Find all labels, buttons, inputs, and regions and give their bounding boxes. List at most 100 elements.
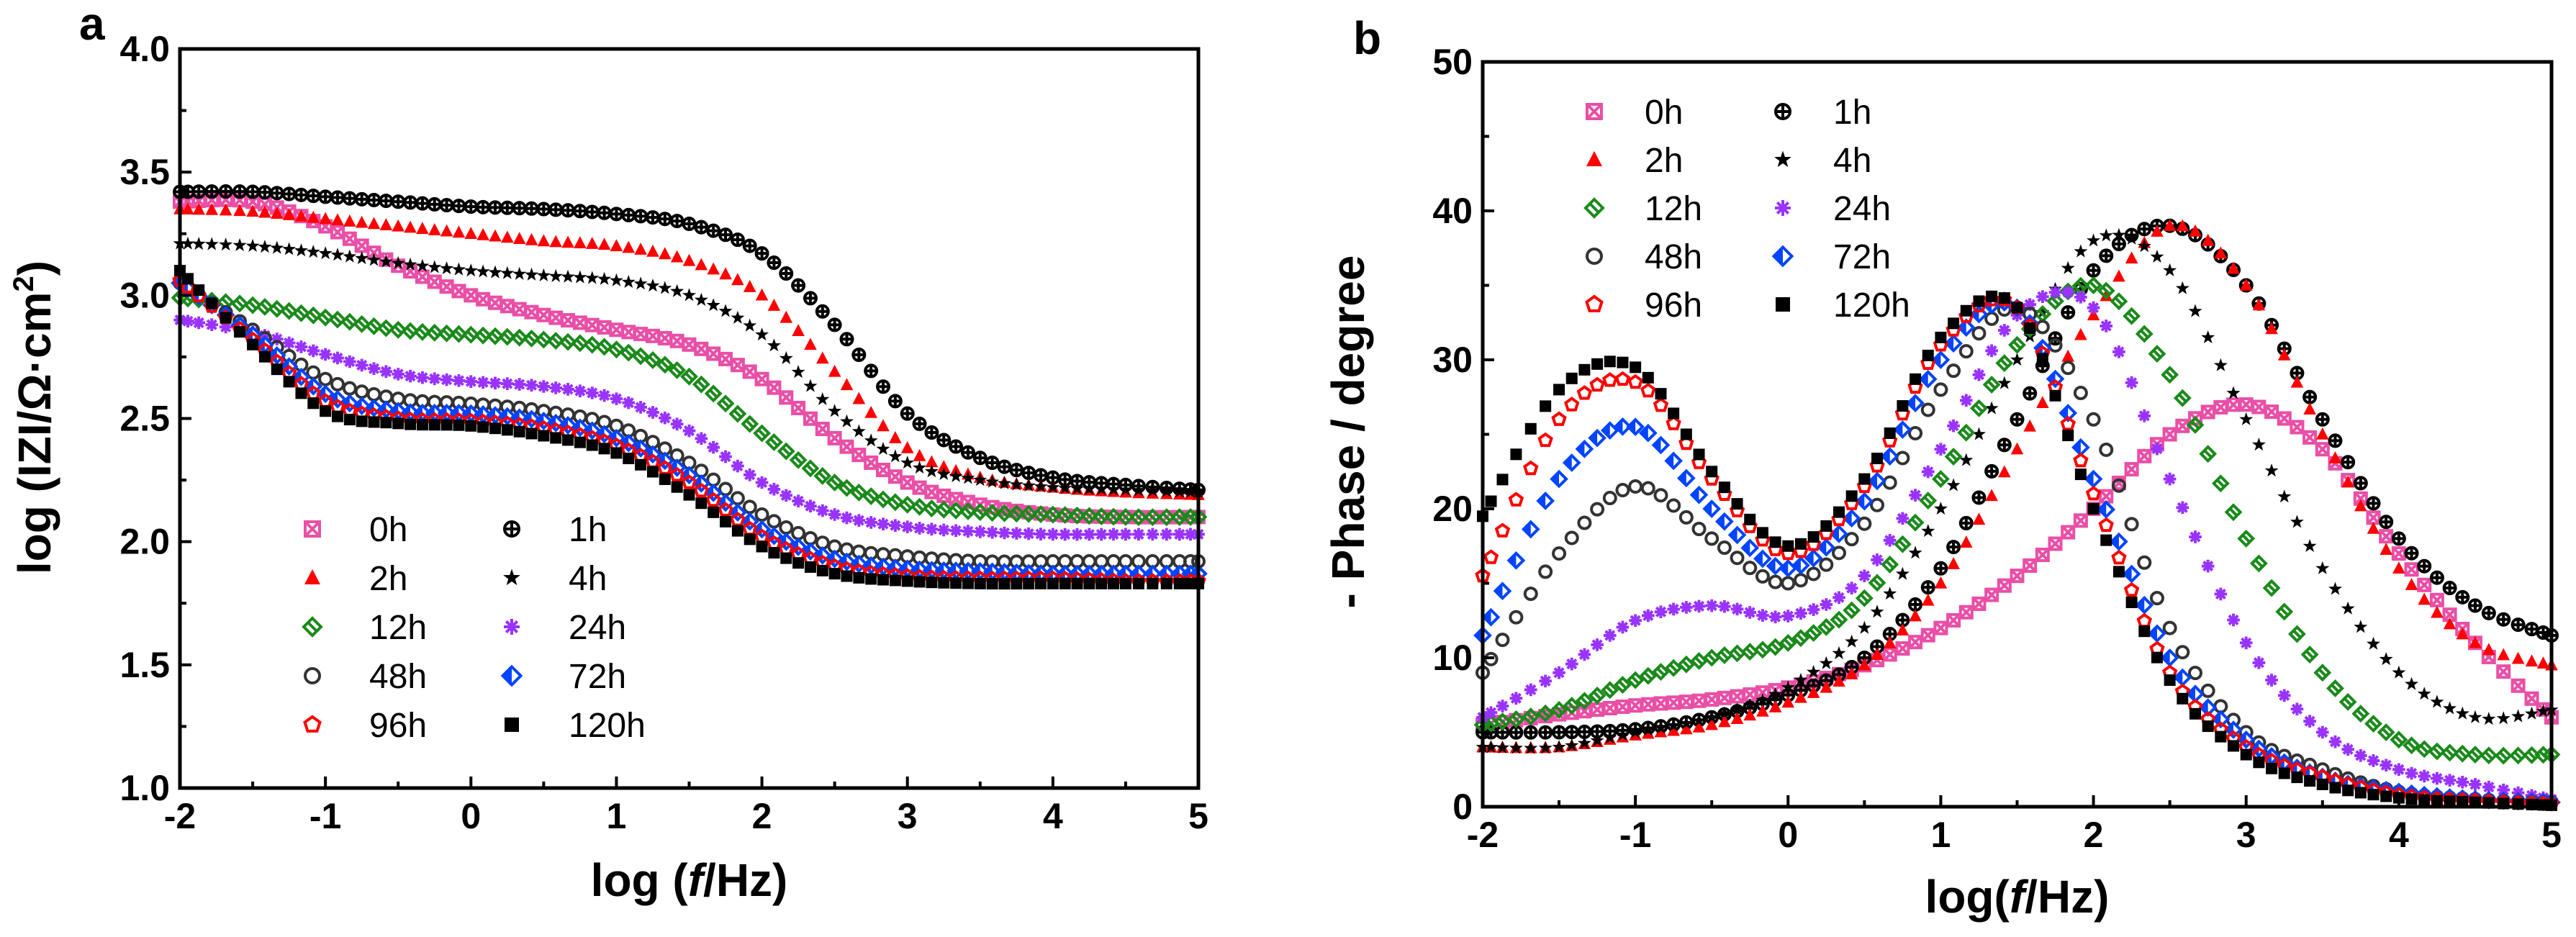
data-point: [219, 203, 232, 216]
data-point: [1506, 710, 1525, 728]
data-point: [546, 332, 565, 350]
legend-marker: [1774, 150, 1791, 168]
data-point: [2497, 783, 2511, 797]
data-point: [1642, 609, 1655, 623]
data-point: [367, 253, 381, 266]
data-point: [900, 520, 914, 533]
data-point: [2266, 762, 2278, 774]
data-point: [292, 304, 310, 322]
data-point: [258, 205, 271, 218]
data-point: [2226, 386, 2241, 399]
data-point: [1104, 507, 1123, 526]
data-point: [1692, 599, 1706, 613]
data-point: [439, 279, 454, 294]
data-point: [889, 519, 902, 532]
data-point: [1667, 602, 1680, 616]
data-point: [1755, 693, 1770, 707]
data-point: [1009, 477, 1023, 491]
data-point: [2328, 451, 2342, 463]
data-point: [670, 417, 684, 431]
data-point: [2214, 587, 2228, 601]
data-point: [779, 266, 794, 281]
data-point: [427, 196, 442, 212]
data-point: [525, 267, 538, 281]
legend-marker: [1586, 248, 1603, 265]
data-point: [804, 561, 816, 573]
data-point: [1704, 710, 1719, 723]
data-point: [791, 278, 806, 293]
data-point: [280, 302, 299, 320]
data-point: [1997, 438, 2012, 453]
data-point: [1753, 549, 1772, 569]
data-point: [488, 265, 502, 279]
data-point: [2494, 746, 2513, 765]
data-point: [1653, 696, 1668, 711]
data-point: [464, 199, 479, 214]
data-point: [513, 425, 525, 438]
data-point: [1602, 372, 1618, 387]
data-point: [646, 279, 660, 292]
data-point: [2391, 546, 2406, 561]
data-point: [536, 202, 551, 217]
data-point: [343, 249, 357, 263]
data-point: [500, 266, 515, 279]
y-tick-label: 10: [1432, 638, 1473, 678]
data-point: [2304, 775, 2316, 787]
data-point: [2278, 767, 2290, 779]
data-point: [1540, 400, 1552, 412]
data-point: [1984, 463, 1999, 479]
data-point: [2456, 627, 2469, 640]
data-point: [2112, 345, 2125, 358]
data-point: [1934, 576, 1948, 589]
data-point: [801, 459, 820, 478]
data-point: [340, 312, 359, 331]
data-point: [1664, 451, 1684, 471]
data-point: [525, 232, 538, 245]
data-point: [2354, 499, 2367, 512]
data-point: [583, 335, 602, 354]
data-point: [245, 238, 260, 252]
data-point: [1553, 384, 1565, 396]
data-point: [2176, 219, 2189, 232]
data-point: [1756, 527, 1768, 539]
data-point: [391, 194, 406, 209]
data-point: [2151, 225, 2164, 237]
panel-label: b: [1353, 12, 1381, 64]
data-point: [1106, 482, 1121, 496]
data-point: [1129, 508, 1148, 527]
data-point: [719, 267, 732, 280]
data-point: [1946, 612, 1961, 628]
data-point: [1058, 528, 1072, 541]
data-point: [2303, 402, 2316, 415]
data-point: [998, 476, 1011, 489]
data-point: [2418, 592, 2431, 605]
data-point: [343, 414, 356, 426]
data-point: [549, 235, 563, 248]
data-point: [621, 207, 636, 222]
data-point: [997, 459, 1012, 474]
data-point: [2511, 617, 2526, 633]
data-point: [2061, 261, 2075, 274]
data-point: [792, 494, 805, 507]
data-point: [1806, 566, 1821, 581]
data-point: [1058, 481, 1072, 494]
data-point: [367, 217, 381, 230]
data-point: [2457, 796, 2469, 808]
data-point: [619, 343, 638, 362]
data-point: [1845, 667, 1858, 680]
data-point: [1119, 577, 1131, 589]
data-point: [1034, 479, 1048, 493]
x-tick-label: 0: [1778, 815, 1798, 855]
data-point: [2048, 536, 2063, 551]
data-point: [1730, 602, 1744, 616]
data-point: [1998, 465, 2011, 478]
data-point: [1906, 394, 1925, 413]
data-point: [206, 297, 218, 309]
data-point: [949, 439, 964, 454]
data-point: [623, 452, 635, 464]
legend-label: 4h: [569, 560, 607, 598]
data-point: [694, 219, 709, 235]
data-point: [694, 341, 709, 356]
data-point: [440, 224, 453, 237]
data-point: [2049, 389, 2061, 402]
